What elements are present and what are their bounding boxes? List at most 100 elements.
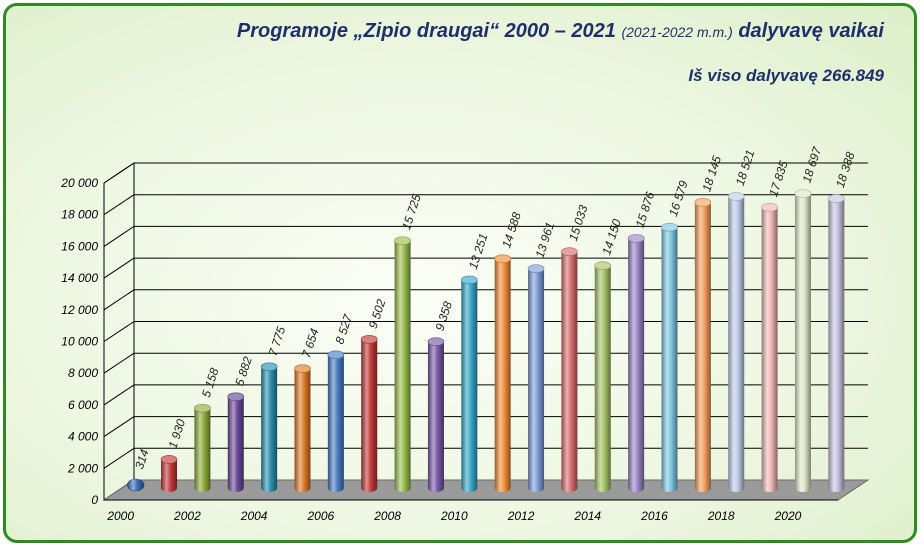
gridline-diagonal	[103, 194, 135, 216]
bar-cap	[494, 254, 511, 264]
bar-cap	[327, 350, 345, 360]
chart-title: Programoje „Zipio draugai“ 2000 – 2021 (…	[237, 20, 884, 43]
bar-body	[361, 339, 378, 493]
gridline-diagonal	[103, 289, 135, 311]
bar-body	[728, 196, 745, 493]
bar	[761, 203, 778, 492]
bar-body	[427, 341, 444, 493]
bar	[160, 455, 178, 493]
y-tick-label: 8 000	[68, 366, 98, 380]
bar	[327, 350, 345, 493]
bar-cap	[394, 236, 411, 246]
bar	[427, 337, 445, 493]
x-tick-label: 2002	[173, 509, 201, 523]
x-tick-label: 2000	[106, 509, 134, 523]
bar-body	[794, 193, 811, 492]
bar-body	[161, 459, 178, 493]
bar	[394, 236, 411, 492]
data-label: 18 521	[733, 148, 758, 187]
bar-cap	[260, 362, 278, 372]
bar-body	[227, 396, 244, 492]
bar	[227, 392, 245, 492]
title-school-year: (2021-2022 m.m.)	[621, 24, 733, 40]
data-label: 15 725	[399, 192, 424, 232]
y-tick-label: 2 000	[67, 461, 98, 475]
data-label: 14 588	[499, 210, 524, 250]
data-label: 18 145	[699, 154, 724, 194]
bar-cap	[194, 403, 211, 413]
y-tick-label: 20 000	[60, 176, 98, 190]
bar-body	[528, 268, 545, 492]
data-label: 1 930	[166, 417, 189, 450]
bar	[260, 362, 278, 493]
bar	[794, 189, 812, 492]
data-label: 15 876	[633, 190, 658, 230]
bar-cap	[828, 194, 845, 203]
data-label: 5 158	[199, 366, 222, 399]
gridline-diagonal	[103, 225, 135, 247]
bar-body	[261, 366, 278, 493]
x-tick-label: 2006	[307, 509, 335, 523]
bar-cap	[694, 198, 712, 207]
y-tick-label: 14 000	[61, 271, 98, 285]
x-tick-label: 2008	[373, 509, 401, 523]
gridline-diagonal	[103, 162, 135, 184]
x-tick-label: 2018	[707, 509, 735, 523]
y-tick-label: 10 000	[61, 335, 98, 349]
bar-cap	[160, 455, 178, 464]
data-label: 7 654	[299, 326, 322, 359]
gridline-diagonal	[103, 416, 135, 438]
bar	[461, 275, 478, 492]
x-tick-label: 2012	[507, 509, 535, 523]
data-label: 14 150	[599, 217, 624, 257]
data-label: 16 579	[666, 179, 691, 219]
data-label: 15 033	[566, 203, 591, 243]
y-tick-label: 0	[91, 493, 98, 507]
y-tick-label: 6 000	[68, 398, 98, 412]
bar-cap	[427, 337, 445, 346]
bar-cap	[527, 264, 545, 274]
bar	[360, 335, 378, 493]
bar	[828, 194, 845, 492]
bar-body	[594, 265, 611, 492]
bar	[294, 364, 311, 492]
x-tick-label: 2020	[774, 509, 802, 523]
floor-plane	[102, 479, 870, 501]
bar-cap	[561, 247, 578, 257]
data-label: 8 527	[332, 312, 355, 346]
bar-body	[394, 240, 411, 492]
bar-body	[327, 354, 344, 493]
x-axis: 2000 2002 2004 2006 2008 2010 2012 2014 2016 2018…	[106, 509, 801, 523]
data-label: 13 251	[466, 232, 491, 271]
bar-body	[628, 238, 645, 492]
gridlines	[103, 162, 868, 501]
bar-body	[761, 207, 778, 492]
bar-cap	[461, 275, 478, 285]
bar-cap	[794, 189, 812, 198]
bar-body	[194, 408, 211, 492]
bar-cap	[661, 222, 678, 232]
bar-cap	[360, 335, 378, 344]
bar-cap	[761, 203, 778, 212]
y-tick-label: 16 000	[61, 239, 98, 253]
y-tick-label: 18 000	[61, 208, 98, 222]
bar	[494, 254, 511, 492]
bar	[627, 234, 645, 492]
gridline-diagonal	[103, 352, 135, 374]
y-tick-label: 12 000	[61, 303, 98, 317]
bar-cap	[126, 478, 145, 492]
bar	[661, 222, 678, 493]
gridline-diagonal	[103, 447, 135, 469]
bar	[594, 261, 612, 492]
x-tick-label: 2004	[240, 509, 268, 523]
bar	[126, 478, 145, 492]
total-participants: Iš viso dalyvavę 266.849	[688, 66, 884, 85]
bar	[694, 198, 712, 493]
data-label: 5 882	[232, 355, 255, 388]
bar	[727, 192, 745, 493]
x-tick-label: 2010	[440, 509, 468, 523]
title-suffix: dalyvavę vaikai	[738, 20, 884, 42]
gridline-diagonal	[103, 384, 135, 406]
chart-floor	[102, 479, 870, 501]
bar-body	[661, 227, 678, 493]
